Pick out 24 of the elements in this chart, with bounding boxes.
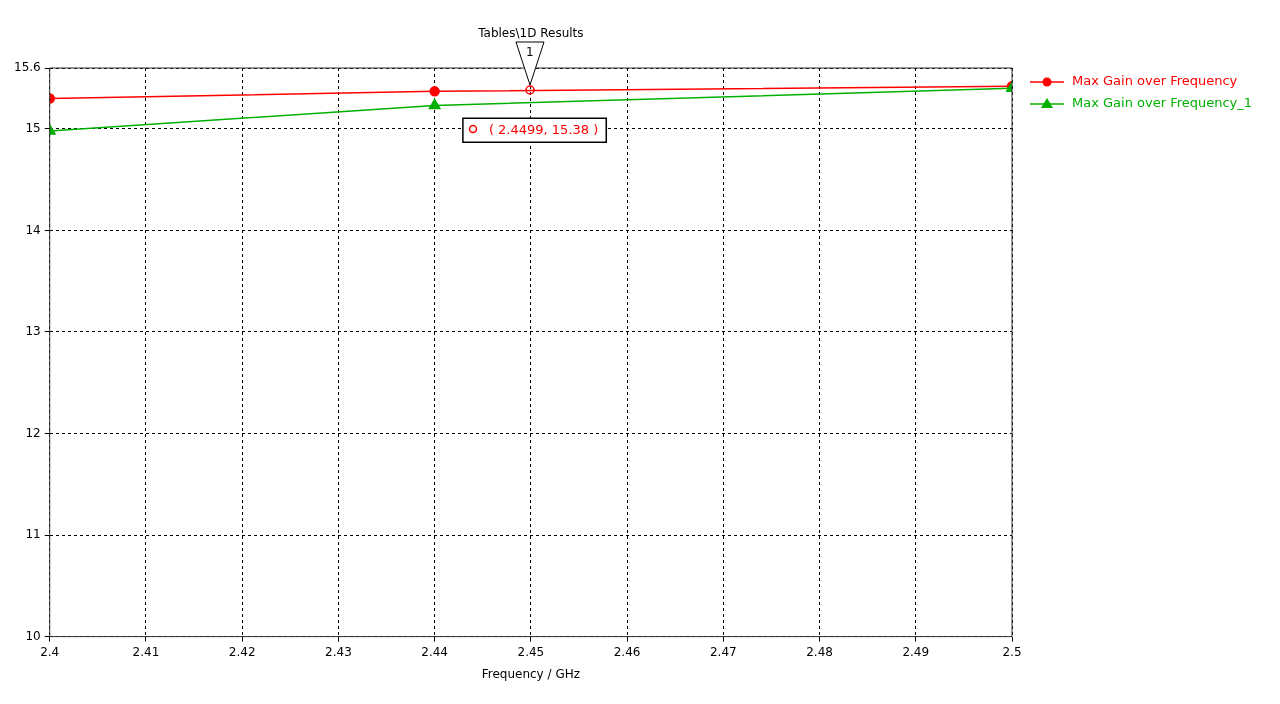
y-tick-label: 15.6	[14, 60, 41, 75]
x-tick-label: 2.41	[132, 644, 160, 659]
x-axis-title: Frequency / GHz	[481, 666, 581, 681]
x-tick-label: 2.46	[613, 644, 641, 659]
x-tick-label: 2.44	[421, 644, 448, 659]
x-tick-label: 2.47	[709, 644, 737, 659]
y-tick-label: 14	[25, 222, 41, 237]
x-tick-label: 2.5	[1002, 644, 1022, 659]
legend-label: Max Gain over Frequency	[1072, 73, 1238, 89]
y-tick-label: 10	[25, 628, 41, 643]
x-tick-label: 2.49	[902, 644, 930, 659]
legend-label: Max Gain over Frequency_1	[1072, 95, 1253, 111]
annotation: 1	[525, 45, 535, 60]
y-tick-label: 15	[25, 121, 41, 136]
x-tick-label: 2.4	[40, 644, 60, 659]
annotation: ( 2.4499, 15.38 )	[488, 121, 599, 137]
chart-title: Tables\1D Results	[477, 26, 584, 41]
y-tick-label: 12	[25, 425, 41, 440]
x-tick-label: 2.48	[806, 644, 833, 659]
x-tick-label: 2.43	[325, 644, 352, 659]
y-tick-label: 13	[25, 324, 41, 339]
x-tick-label: 2.42	[228, 644, 256, 659]
y-tick-label: 11	[25, 527, 41, 542]
x-tick-label: 2.45	[517, 644, 545, 659]
